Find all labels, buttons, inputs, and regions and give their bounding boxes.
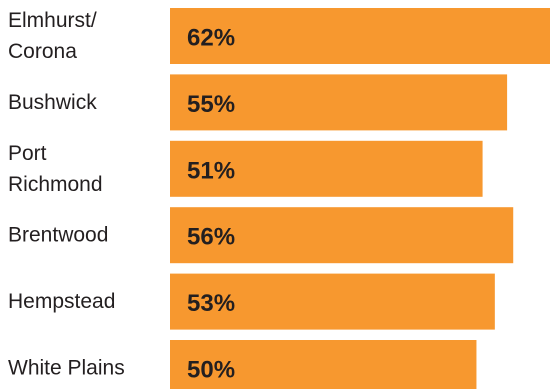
bar — [170, 140, 483, 197]
category-label-line: Bushwick — [8, 91, 97, 114]
category-label-line: Hempstead — [8, 290, 115, 313]
category-label-line: White Plains — [8, 357, 125, 380]
bar-row: White Plains 50% — [8, 340, 477, 389]
category-label: Port Richmond — [8, 142, 103, 196]
bar-row: Bushwick 55% — [8, 74, 508, 131]
category-label: Hempstead — [8, 290, 115, 313]
bar — [170, 8, 550, 64]
bar — [170, 74, 508, 131]
bar-row: Hempstead 53% — [8, 273, 495, 330]
value-label: 56% — [187, 224, 235, 251]
bar — [170, 273, 495, 330]
bar — [170, 340, 477, 389]
category-label-line: Elmhurst/ — [8, 9, 97, 32]
category-label: Elmhurst/Corona — [8, 9, 97, 63]
category-label-line: Port — [8, 142, 47, 165]
bar-row: Elmhurst/Corona 62% — [8, 8, 550, 64]
category-label-line: Corona — [8, 40, 77, 63]
category-label-line: Brentwood — [8, 224, 108, 247]
bar — [170, 207, 514, 264]
value-label: 51% — [187, 157, 235, 184]
category-label: Bushwick — [8, 91, 97, 114]
category-label: Brentwood — [8, 224, 108, 247]
value-label: 53% — [187, 290, 235, 317]
value-label: 50% — [187, 357, 235, 384]
bar-row: Port Richmond 51% — [8, 140, 483, 197]
value-label: 62% — [187, 25, 235, 52]
value-label: 55% — [187, 91, 235, 118]
bar-row: Brentwood 56% — [8, 207, 514, 264]
category-label: White Plains — [8, 357, 125, 380]
category-label-line: Richmond — [8, 173, 103, 196]
